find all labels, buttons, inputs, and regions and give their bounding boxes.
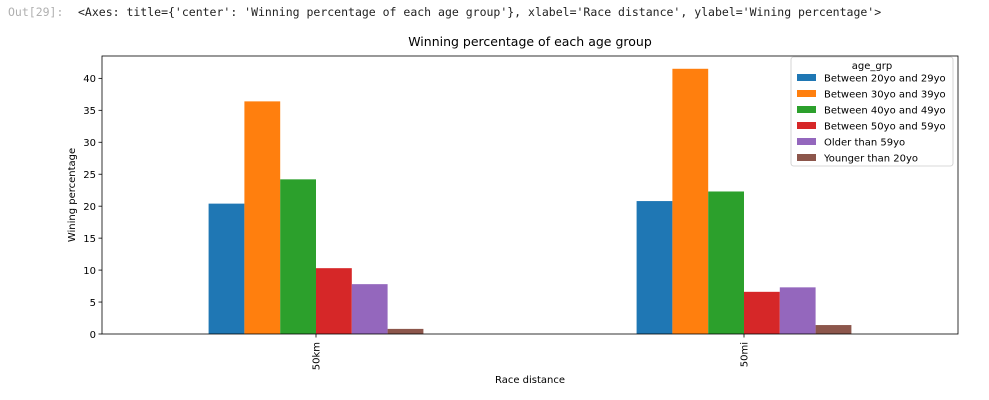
legend-swatch bbox=[797, 138, 816, 145]
bar-2-50km bbox=[244, 101, 281, 334]
legend-swatch bbox=[797, 74, 816, 81]
bar-4-50km bbox=[316, 268, 352, 334]
bar-1-50km bbox=[208, 203, 245, 334]
legend-swatch bbox=[797, 154, 816, 161]
legend-label: Between 30yo and 39yo bbox=[824, 90, 946, 101]
legend-box bbox=[790, 56, 954, 167]
y-axis-label: Wining percentage bbox=[67, 148, 78, 242]
legend-label: Older than 59yo bbox=[824, 138, 905, 149]
legend-label: Between 50yo and 59yo bbox=[824, 122, 946, 133]
bar-1-50mi bbox=[636, 201, 673, 334]
x-axis-label: Race distance bbox=[495, 375, 565, 386]
bar-3-50km bbox=[280, 179, 316, 334]
legend-swatch bbox=[797, 106, 816, 113]
output-text: <Axes: title={'center': 'Winning percent… bbox=[78, 5, 882, 19]
chart-title: Winning percentage of each age group bbox=[408, 34, 652, 49]
y-tick-label: 25 bbox=[83, 170, 96, 181]
legend-title: age_grp bbox=[852, 61, 892, 72]
bar-4-50mi bbox=[744, 291, 780, 334]
plot-frame bbox=[101, 55, 959, 335]
bar-3-50mi bbox=[708, 191, 744, 334]
legend-swatch bbox=[797, 122, 816, 129]
legend-label: Between 40yo and 49yo bbox=[824, 106, 946, 117]
bar-5-50km bbox=[351, 284, 388, 334]
y-tick-label: 20 bbox=[83, 202, 96, 213]
y-tick-label: 15 bbox=[83, 234, 96, 245]
legend-swatch bbox=[797, 90, 816, 97]
bar-5-50mi bbox=[779, 287, 816, 334]
bar-6-50mi bbox=[815, 325, 852, 334]
y-tick-label: 40 bbox=[83, 74, 96, 85]
x-tick-label: 50mi bbox=[740, 342, 751, 367]
x-tick-label: 50km bbox=[312, 342, 323, 370]
y-tick-label: 35 bbox=[83, 106, 96, 117]
output-row: Out[29]: <Axes: title={'center': 'Winnin… bbox=[0, 0, 989, 26]
output-prompt: Out[29]: bbox=[8, 5, 64, 19]
bar-2-50mi bbox=[672, 68, 709, 334]
y-tick-label: 30 bbox=[83, 138, 96, 149]
y-tick-label: 0 bbox=[90, 330, 96, 341]
bar-6-50km bbox=[387, 328, 424, 334]
legend-label: Younger than 20yo bbox=[823, 154, 918, 165]
legend-label: Between 20yo and 29yo bbox=[824, 74, 946, 85]
y-tick-label: 5 bbox=[90, 298, 96, 309]
y-tick-label: 10 bbox=[83, 266, 96, 277]
